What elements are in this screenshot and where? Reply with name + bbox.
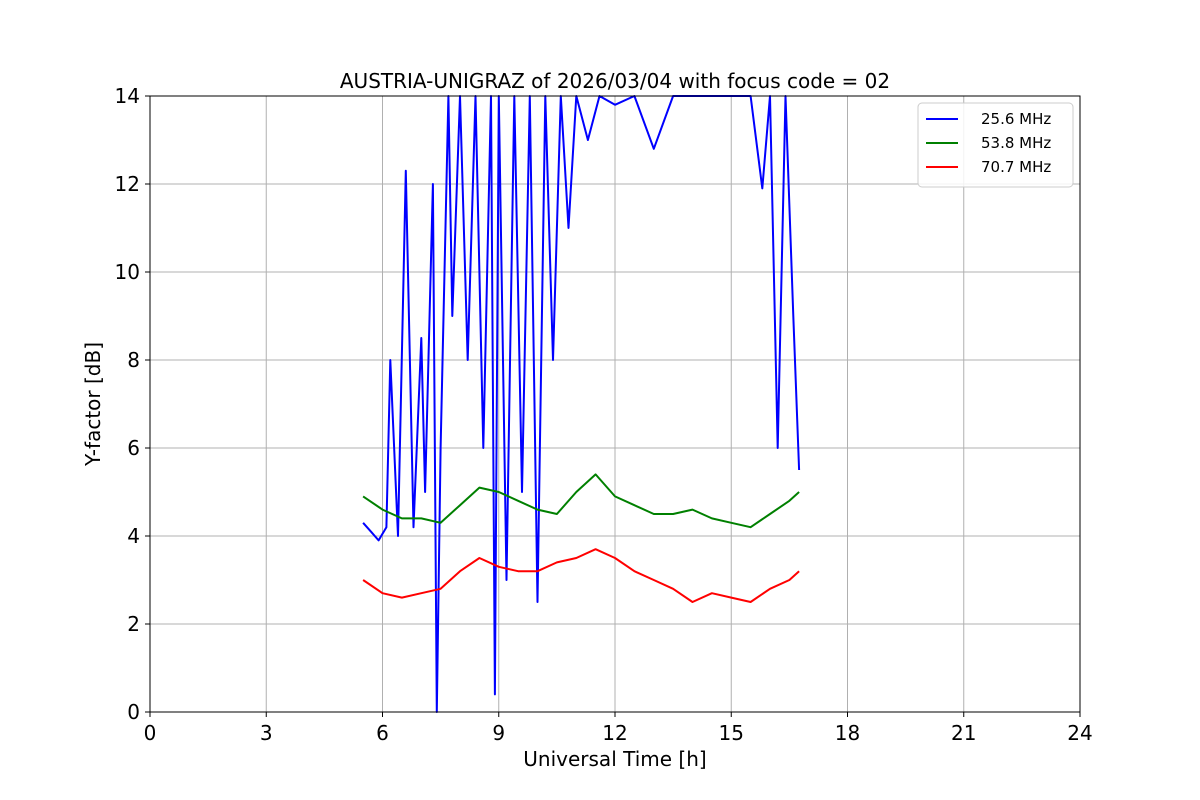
y-tick-label: 6 <box>127 436 140 460</box>
grid-lines <box>149 95 1081 713</box>
x-tick-label: 21 <box>951 721 976 745</box>
legend-label: 53.8 MHz <box>981 134 1051 152</box>
chart-title: AUSTRIA-UNIGRAZ of 2026/03/04 with focus… <box>340 69 890 93</box>
x-tick-label: 3 <box>260 721 273 745</box>
y-tick-label: 2 <box>127 612 140 636</box>
series-layer <box>362 95 801 713</box>
y-tick-label: 10 <box>115 260 140 284</box>
x-tick-label: 9 <box>492 721 505 745</box>
y-tick-label: 14 <box>115 84 140 108</box>
series-line-70-7-mhz <box>362 548 800 603</box>
x-tick-label: 6 <box>376 721 389 745</box>
y-tick-label: 0 <box>127 700 140 724</box>
y-tick-label: 12 <box>115 172 140 196</box>
series-line-25-6-mhz <box>362 95 801 713</box>
x-tick-label: 18 <box>835 721 860 745</box>
y-tick-label: 8 <box>127 348 140 372</box>
x-tick-label: 15 <box>719 721 744 745</box>
y-tick-label: 4 <box>127 524 140 548</box>
y-axis-label: Y-factor [dB] <box>81 342 105 467</box>
legend-label: 70.7 MHz <box>981 158 1051 176</box>
x-tick-label: 24 <box>1067 721 1092 745</box>
x-axis-label: Universal Time [h] <box>523 747 706 771</box>
series-line-53-8-mhz <box>362 473 800 529</box>
legend-label: 25.6 MHz <box>981 110 1051 128</box>
x-tick-label: 12 <box>602 721 627 745</box>
x-tick-label: 0 <box>144 721 157 745</box>
legend: 25.6 MHz 53.8 MHz 70.7 MHz <box>917 102 1074 188</box>
